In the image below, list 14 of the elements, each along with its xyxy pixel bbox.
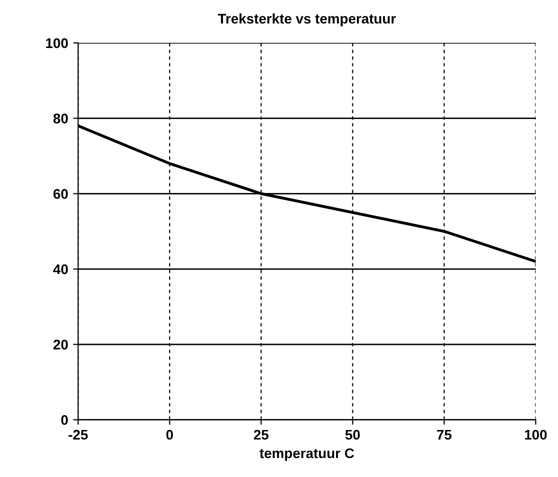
x-tick-label: 100	[524, 430, 547, 440]
x-tick-label: 25	[254, 430, 268, 440]
y-tick-label: 20	[53, 340, 68, 350]
y-tick-label: 60	[53, 188, 68, 199]
x-tick-label: 75	[437, 430, 452, 440]
x-tick-label: 50	[345, 430, 360, 440]
y-tick-label: 80	[53, 114, 68, 124]
chart-title: Treksterkte vs temperatuur	[218, 13, 396, 26]
x-tick-label: -25	[68, 430, 88, 440]
y-tick-label: 0	[61, 415, 68, 425]
y-tick-label: 100	[46, 38, 68, 48]
x-tick-label: 0	[166, 430, 173, 440]
x-axis-title: temperatuur C	[260, 448, 354, 461]
y-tick-label: 40	[53, 264, 68, 274]
